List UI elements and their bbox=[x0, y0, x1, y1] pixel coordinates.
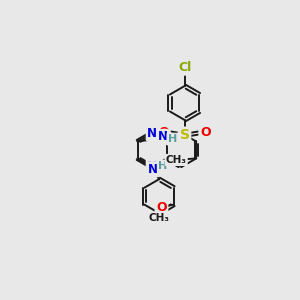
Text: H: H bbox=[158, 161, 168, 171]
Text: N: N bbox=[147, 160, 157, 173]
Text: S: S bbox=[179, 128, 190, 142]
Text: N: N bbox=[148, 163, 158, 176]
Text: H: H bbox=[168, 134, 177, 144]
Text: O: O bbox=[158, 126, 169, 139]
Text: N: N bbox=[158, 130, 168, 143]
Text: N: N bbox=[147, 127, 157, 140]
Text: O: O bbox=[156, 201, 167, 214]
Text: CH₃: CH₃ bbox=[166, 155, 187, 165]
Text: Cl: Cl bbox=[178, 61, 191, 74]
Text: O: O bbox=[200, 126, 211, 139]
Text: CH₃: CH₃ bbox=[148, 213, 170, 223]
